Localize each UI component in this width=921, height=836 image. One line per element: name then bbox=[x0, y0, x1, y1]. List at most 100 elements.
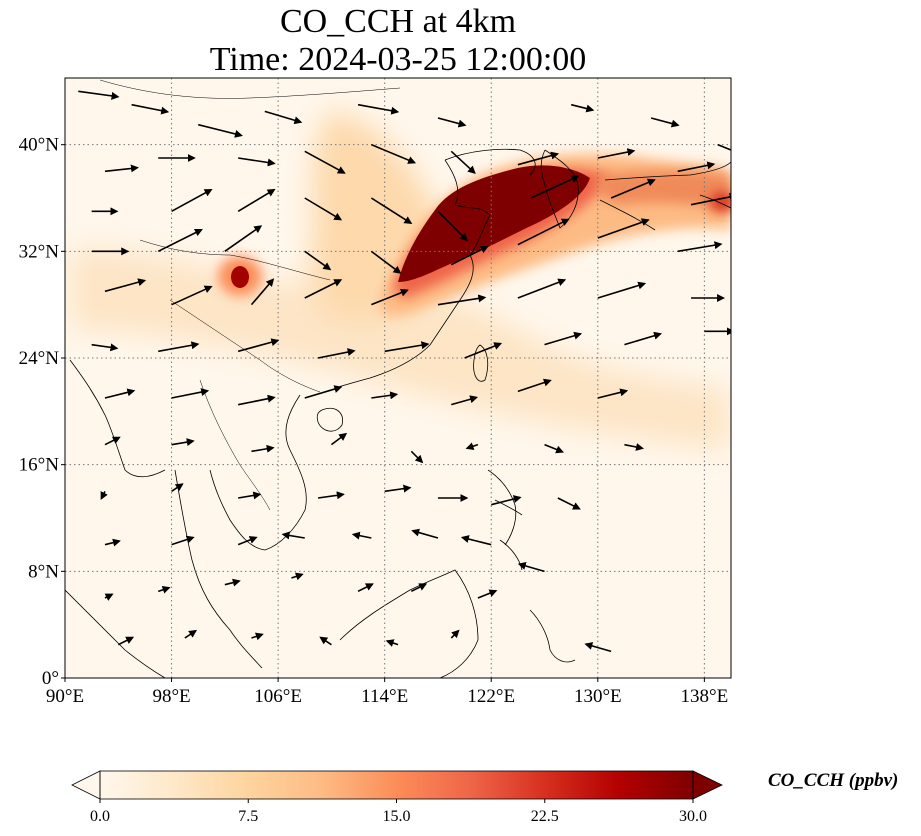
bohai-coast bbox=[444, 148, 536, 176]
wind-arrow bbox=[237, 338, 280, 353]
wind-arrow bbox=[238, 394, 276, 406]
wind-arrow bbox=[304, 385, 343, 399]
wind-arrow bbox=[171, 483, 184, 492]
wind-arrow bbox=[517, 278, 567, 299]
wind-arrow bbox=[544, 443, 565, 454]
korea-japan-tail bbox=[596, 170, 731, 210]
wind-arrow bbox=[157, 585, 171, 594]
hainan-coast bbox=[316, 408, 343, 432]
wind-arrow bbox=[437, 210, 468, 242]
wind-arrow bbox=[330, 432, 348, 446]
wind-arrow bbox=[237, 188, 276, 213]
wind-arrow bbox=[384, 341, 430, 353]
wind-arrow bbox=[570, 103, 595, 113]
wind-arrow bbox=[104, 278, 147, 293]
wind-arrow bbox=[597, 281, 647, 299]
wind-arrow bbox=[157, 229, 203, 253]
x-tick-label: 130°E bbox=[574, 686, 622, 707]
wind-arrow bbox=[530, 175, 580, 199]
china-coast bbox=[334, 159, 491, 389]
x-tick-label: 122°E bbox=[467, 686, 515, 707]
chart-title: CO_CCH at 4km bbox=[279, 3, 517, 40]
wind-arrow bbox=[650, 117, 680, 128]
japan-coast bbox=[599, 161, 731, 231]
wind-arrow bbox=[131, 103, 170, 115]
inland-border-4 bbox=[99, 79, 401, 99]
wind-arrow bbox=[460, 535, 492, 546]
wind-arrow bbox=[450, 150, 476, 175]
wind-arrow bbox=[78, 90, 120, 100]
sulawesi-coast bbox=[529, 609, 576, 663]
colorbar-gradient bbox=[100, 771, 693, 799]
wind-arrow bbox=[317, 491, 345, 500]
east-china-core bbox=[398, 165, 590, 282]
inland-border-2 bbox=[139, 239, 331, 281]
wind-arrow bbox=[184, 629, 198, 639]
wind-arrow bbox=[304, 150, 346, 174]
wind-arrow bbox=[624, 331, 662, 346]
wind-arrow bbox=[100, 490, 108, 500]
sumatra-coast bbox=[65, 589, 166, 678]
wind-arrow bbox=[491, 495, 522, 506]
wind-arrow bbox=[238, 157, 276, 167]
wind-arrow bbox=[517, 151, 560, 166]
colorbar-tick-label: 30.0 bbox=[679, 808, 707, 825]
y-tick-label: 24°N bbox=[19, 348, 60, 369]
wind-arrow bbox=[437, 294, 487, 306]
wind-arrow bbox=[597, 388, 629, 399]
wind-arrow bbox=[304, 250, 332, 271]
chart-subtitle: Time: 2024-03-25 12:00:00 bbox=[209, 41, 587, 78]
wind-arrow bbox=[451, 395, 479, 406]
wind-arrow bbox=[411, 528, 439, 539]
wind-arrow bbox=[410, 450, 424, 464]
wind-arrow bbox=[317, 348, 356, 359]
wind-arrow bbox=[238, 491, 262, 500]
wind-vectors bbox=[78, 90, 731, 653]
colorbar-tick-label: 0.0 bbox=[90, 808, 110, 825]
wind-arrow bbox=[690, 192, 731, 206]
map-frame bbox=[64, 77, 732, 679]
wind-arrow bbox=[610, 178, 656, 199]
colorbar-tick-label: 22.5 bbox=[531, 808, 559, 825]
wind-arrow bbox=[304, 197, 343, 221]
wind-arrow bbox=[624, 443, 645, 451]
wind-arrow bbox=[104, 538, 121, 547]
wind-arrow bbox=[198, 123, 243, 138]
wind-arrow bbox=[104, 436, 121, 446]
wind-arrow bbox=[357, 103, 400, 115]
wind-arrow bbox=[171, 535, 195, 546]
map-axes: 90°E 98°E 106°E 114°E 122°E 130°E 138°E 0° 8°N 16… bbox=[19, 135, 729, 707]
x-tick-label: 138°E bbox=[681, 686, 729, 707]
wind-arrow bbox=[517, 562, 545, 573]
wind-arrow bbox=[385, 639, 399, 647]
wind-arrow bbox=[357, 583, 374, 593]
wind-arrow bbox=[237, 536, 258, 546]
wind-arrow bbox=[717, 143, 731, 151]
wind-arrow bbox=[450, 245, 489, 266]
wind-arrow bbox=[677, 161, 716, 173]
taiwan-coast bbox=[473, 344, 489, 382]
wind-arrow bbox=[597, 148, 636, 159]
coastlines bbox=[65, 79, 731, 678]
wind-arrow bbox=[104, 593, 114, 601]
y-tick-label: 8°N bbox=[28, 561, 59, 582]
wind-arrow bbox=[291, 572, 304, 581]
wind-arrow bbox=[171, 188, 213, 213]
wind-arrow bbox=[251, 632, 264, 641]
map-panel bbox=[65, 78, 731, 678]
korea-coast bbox=[540, 149, 579, 229]
wind-arrow bbox=[410, 583, 428, 593]
wind-arrow bbox=[677, 241, 723, 253]
wind-arrow bbox=[319, 636, 332, 646]
wind-arrow bbox=[371, 391, 399, 400]
wind-arrow bbox=[304, 279, 343, 299]
wind-arrow bbox=[158, 341, 200, 353]
sichuan-spot-core bbox=[231, 266, 249, 288]
wind-arrow bbox=[104, 388, 136, 399]
wind-arrow bbox=[224, 225, 263, 252]
x-tick-label: 114°E bbox=[361, 686, 408, 707]
wind-arrow bbox=[171, 388, 210, 399]
wind-arrow bbox=[371, 288, 409, 306]
colorbar-extend-high bbox=[692, 770, 723, 800]
wind-arrow bbox=[91, 343, 119, 352]
